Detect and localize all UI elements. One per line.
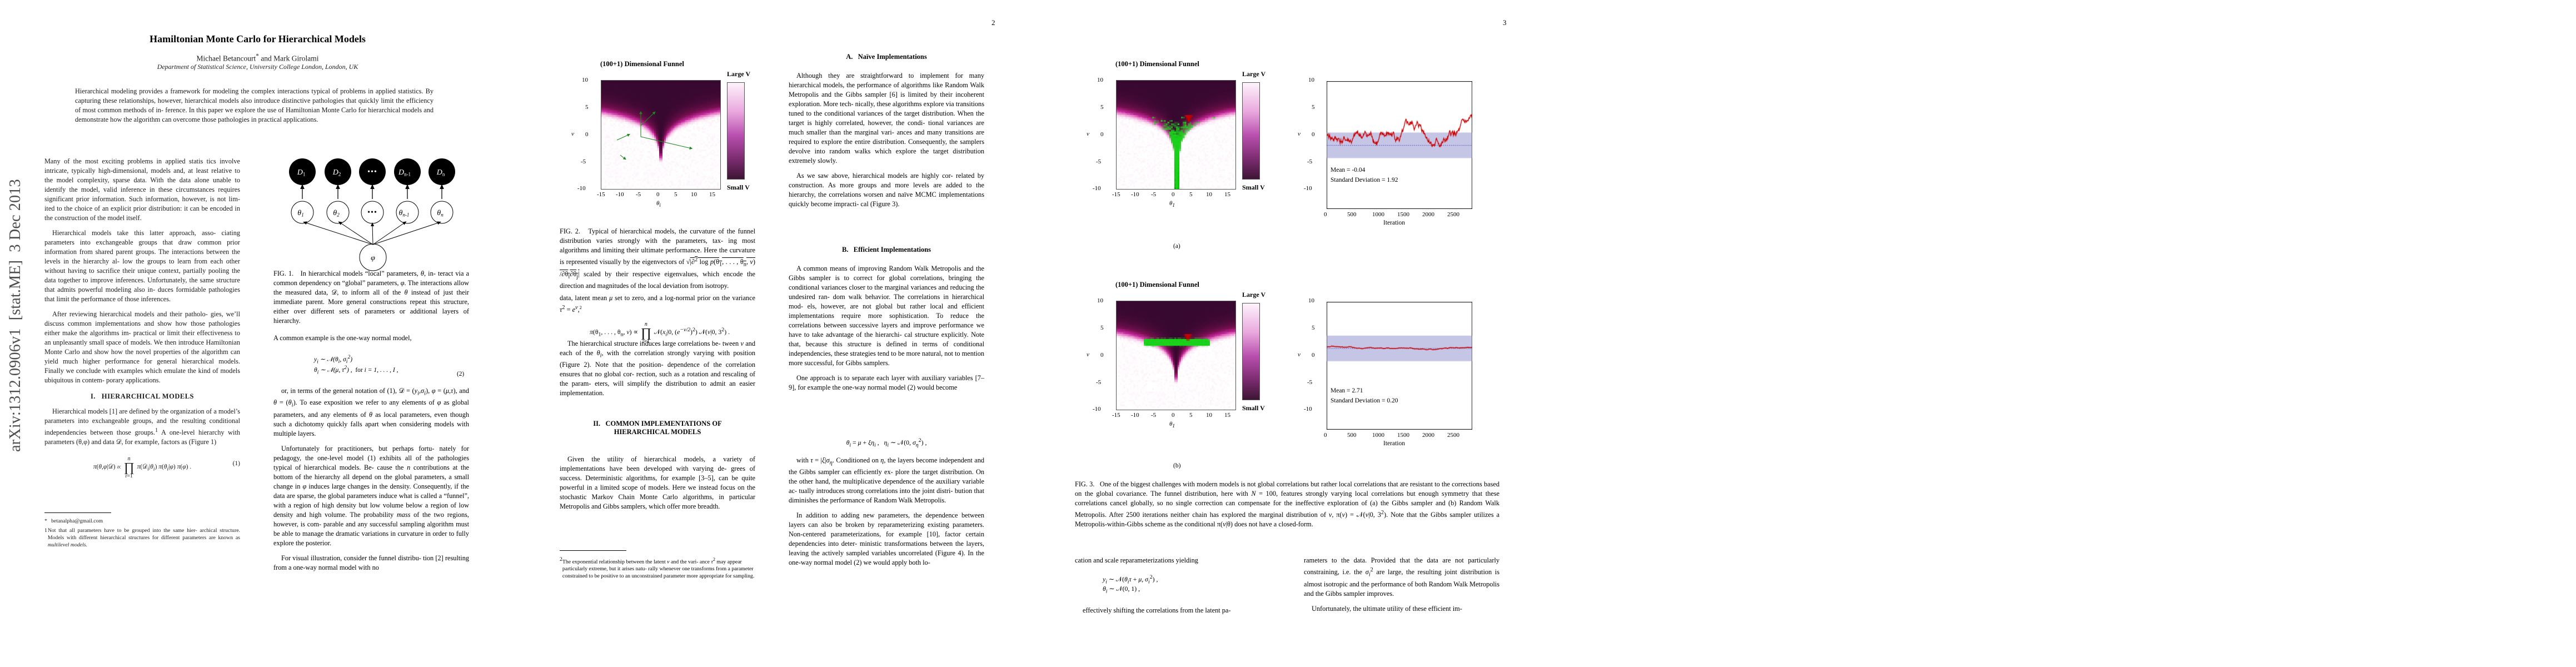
svg-text:•••: •••	[367, 168, 377, 176]
svg-text:φ: φ	[371, 254, 375, 262]
svg-text:•••: •••	[367, 208, 377, 217]
